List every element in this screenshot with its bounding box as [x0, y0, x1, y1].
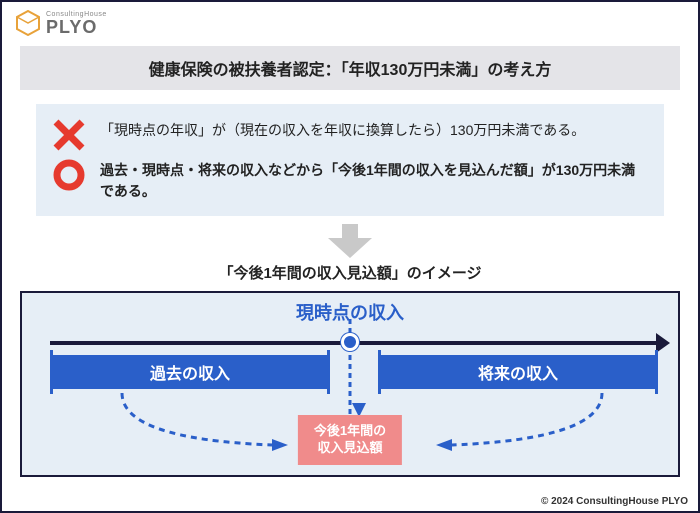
rule-wrong: 「現時点の年収」が（現在の収入を年収に換算したら）130万円未満である。 — [52, 118, 648, 152]
circle-icon — [52, 158, 86, 192]
logo: ConsultingHouse PLYO — [16, 10, 107, 36]
logo-hexagon-icon — [16, 10, 40, 36]
rule-correct-text: 過去・現時点・将来の収入などから「今後1年間の収入を見込んだ額」が130万円未満… — [100, 158, 648, 202]
current-point-icon — [341, 333, 359, 351]
cross-icon — [52, 118, 86, 152]
slide-frame: ConsultingHouse PLYO 健康保険の被扶養者認定：「年収130万… — [0, 0, 700, 513]
arrow-down-icon — [328, 224, 372, 258]
result-box: 今後1年間の 収入見込額 — [298, 415, 402, 465]
copyright: © 2024 ConsultingHouse PLYO — [541, 496, 688, 507]
past-income-band: 過去の収入 — [50, 355, 330, 389]
arrow-past-icon — [102, 389, 292, 459]
logo-title: PLYO — [46, 18, 107, 36]
rule-correct: 過去・現時点・将来の収入などから「今後1年間の収入を見込んだ額」が130万円未満… — [52, 158, 648, 202]
timeline-diagram: 現時点の収入 過去の収入 将来の収入 今後1年間の 収入見込額 — [20, 291, 680, 477]
rule-wrong-text: 「現時点の年収」が（現在の収入を年収に換算したら）130万円未満である。 — [100, 118, 585, 141]
diagram-subtitle: 「今後1年間の収入見込額」のイメージ — [2, 262, 698, 283]
result-line2: 収入見込額 — [317, 440, 382, 455]
result-line1: 今後1年間の — [314, 423, 386, 438]
slide-title: 健康保険の被扶養者認定：「年収130万円未満」の考え方 — [20, 46, 680, 90]
future-income-band: 将来の収入 — [378, 355, 658, 389]
rules-box: 「現時点の年収」が（現在の収入を年収に換算したら）130万円未満である。 過去・… — [36, 104, 664, 216]
arrow-future-icon — [422, 389, 622, 459]
